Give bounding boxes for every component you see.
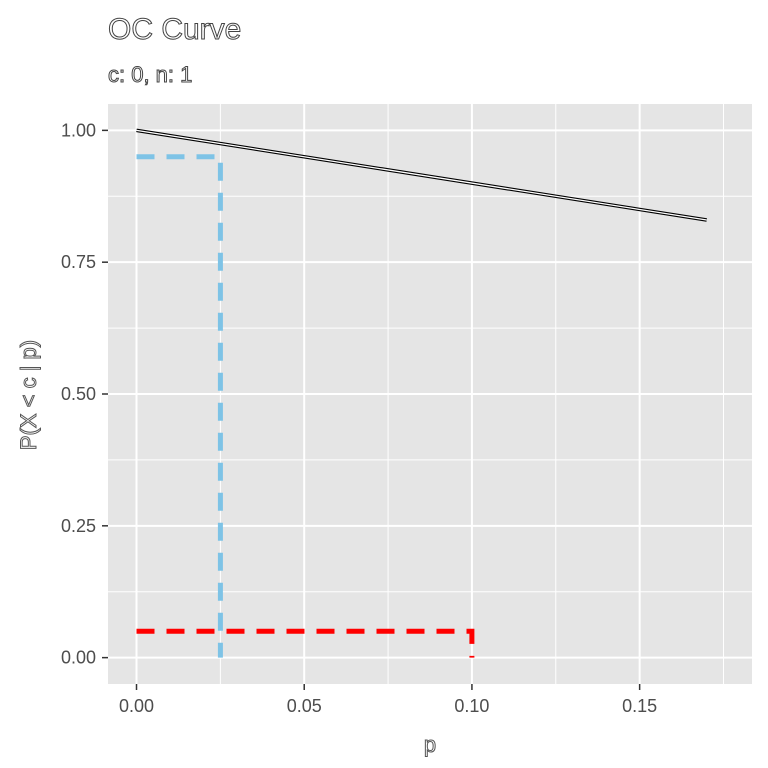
reference-lines — [136, 154, 475, 658]
x-tick-label: 0.05 — [287, 696, 322, 716]
y-tick-label: 0.25 — [61, 516, 96, 536]
x-axis-title: p — [424, 732, 436, 757]
y-tick-label: 0.75 — [61, 252, 96, 272]
x-axis-ticks: 0.00 0.05 0.10 0.15 — [119, 684, 657, 716]
chart-subtitle: c: 0, n: 1 — [108, 62, 192, 87]
reference-line-2 — [136, 628, 475, 658]
major-gridlines — [108, 104, 752, 684]
y-tick-label: 1.00 — [61, 120, 96, 140]
x-tick-label: 0.10 — [454, 696, 489, 716]
y-axis-title: P(X < c | p) — [16, 340, 41, 450]
data-series — [136, 128, 707, 222]
y-tick-label: 0.50 — [61, 384, 96, 404]
x-tick-label: 0.15 — [622, 696, 657, 716]
y-axis-ticks: 0.00 0.25 0.50 0.75 1.00 — [61, 120, 108, 668]
y-tick-label: 0.00 — [61, 648, 96, 668]
oc-curve-line — [136, 129, 707, 221]
chart-title: OC Curve — [108, 13, 241, 46]
x-tick-label: 0.00 — [119, 696, 154, 716]
